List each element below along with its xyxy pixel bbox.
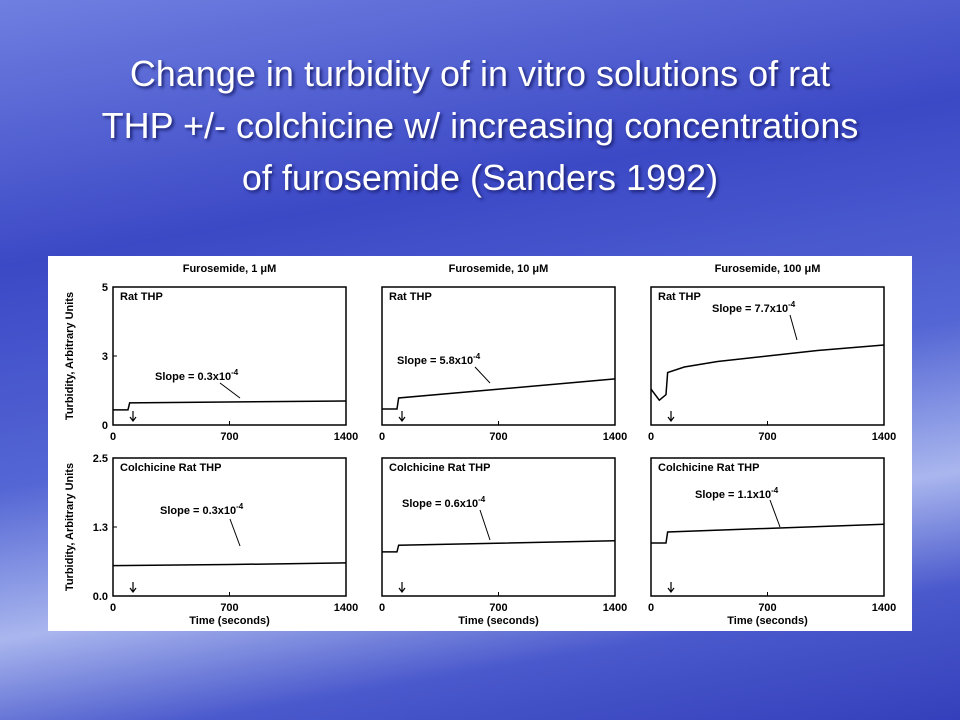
- slope-annotation: Slope = 1.1x10-4: [695, 486, 779, 501]
- x-tick-label: 1400: [334, 431, 358, 443]
- panel-label: Rat THP: [389, 291, 432, 303]
- data-line: [113, 400, 347, 411]
- data-line: [651, 523, 885, 544]
- x-tick-label: 0: [110, 602, 116, 614]
- x-axis-label: Time (seconds): [727, 615, 808, 627]
- x-axis-label: Time (seconds): [458, 615, 539, 627]
- y-tick-label: 3: [102, 351, 108, 363]
- stimulus-arrow: [398, 411, 406, 422]
- x-tick-label: 700: [489, 431, 507, 443]
- annotation-arrow: [479, 509, 491, 541]
- x-axis-label: Time (seconds): [189, 615, 270, 627]
- annotation-arrow: [789, 314, 798, 341]
- panel-label: Rat THP: [658, 291, 701, 303]
- slope-exponent: -4: [788, 300, 796, 309]
- panel-label: Colchicine Rat THP: [120, 462, 221, 474]
- x-tick-label: 700: [489, 602, 507, 614]
- slope-annotation: Slope = 5.8x10-4: [397, 352, 481, 367]
- slope-annotation: Slope = 0.6x10-4: [402, 495, 486, 510]
- y-axis-label: Turbidity, Arbitrary Units: [64, 463, 76, 591]
- y-tick-label: 2.5: [93, 453, 108, 465]
- slope-annotation: Slope = 0.3x10-4: [160, 502, 244, 517]
- annotation-arrow: [474, 366, 491, 384]
- slide-title: Change in turbidity of in vitro solution…: [0, 48, 960, 204]
- x-tick-label: 0: [379, 431, 385, 443]
- y-tick-label: 0.0: [93, 591, 108, 603]
- slope-annotation: Slope = 0.3x10-4: [155, 368, 239, 383]
- y-tick-label: 1.3: [93, 522, 108, 534]
- slope-exponent: -4: [473, 352, 481, 361]
- chart-title: Furosemide, 10 μM: [449, 263, 549, 275]
- x-tick-label: 700: [220, 602, 238, 614]
- annotation-arrow: [769, 499, 781, 528]
- slope-text: Slope = 7.7x10: [712, 303, 788, 315]
- slope-text: Slope = 1.1x10: [695, 489, 771, 501]
- x-tick-label: 1400: [603, 602, 627, 614]
- data-line: [382, 378, 616, 410]
- data-line: [382, 540, 616, 553]
- slope-annotation: Slope = 7.7x10-4: [712, 300, 796, 315]
- x-tick-label: 1400: [872, 602, 896, 614]
- x-tick-label: 0: [379, 602, 385, 614]
- y-tick-label: 0: [102, 420, 108, 432]
- slope-text: Slope = 0.6x10: [402, 498, 478, 510]
- title-line: of furosemide (Sanders 1992): [241, 157, 719, 198]
- slope-text: Slope = 5.8x10: [397, 355, 473, 367]
- data-line: [650, 344, 885, 402]
- panel-label: Rat THP: [120, 291, 163, 303]
- slope-text: Slope = 0.3x10: [155, 371, 231, 383]
- title-line: Change in turbidity of in vitro solution…: [129, 53, 831, 94]
- chart-title: Furosemide, 1 μM: [183, 263, 277, 275]
- slope-exponent: -4: [236, 502, 244, 511]
- panel-label: Colchicine Rat THP: [389, 462, 490, 474]
- slope-exponent: -4: [231, 368, 239, 377]
- x-tick-label: 700: [220, 431, 238, 443]
- y-tick-label: 5: [102, 282, 108, 294]
- x-tick-label: 0: [648, 602, 654, 614]
- y-axis-label: Turbidity, Arbitrary Units: [64, 292, 76, 420]
- x-tick-label: 1400: [872, 431, 896, 443]
- stimulus-arrow: [398, 582, 406, 593]
- panel-label: Colchicine Rat THP: [658, 462, 759, 474]
- annotation-arrow: [229, 518, 241, 547]
- x-tick-label: 700: [758, 602, 776, 614]
- x-tick-label: 1400: [334, 602, 358, 614]
- stimulus-arrow: [667, 411, 675, 422]
- slope-text: Slope = 0.3x10: [160, 505, 236, 517]
- slope-exponent: -4: [478, 495, 486, 504]
- x-tick-label: 1400: [603, 431, 627, 443]
- title-line: THP +/- colchicine w/ increasing concent…: [101, 105, 859, 146]
- figure-background: [48, 256, 912, 631]
- annotation-arrow: [219, 382, 241, 399]
- slope-exponent: -4: [771, 486, 779, 495]
- x-tick-label: 0: [648, 431, 654, 443]
- chart-title: Furosemide, 100 μM: [715, 263, 821, 275]
- x-tick-label: 700: [758, 431, 776, 443]
- x-tick-label: 0: [110, 431, 116, 443]
- stimulus-arrow: [129, 582, 137, 593]
- stimulus-arrow: [129, 411, 137, 422]
- stimulus-arrow: [667, 582, 675, 593]
- data-line: [112, 562, 347, 567]
